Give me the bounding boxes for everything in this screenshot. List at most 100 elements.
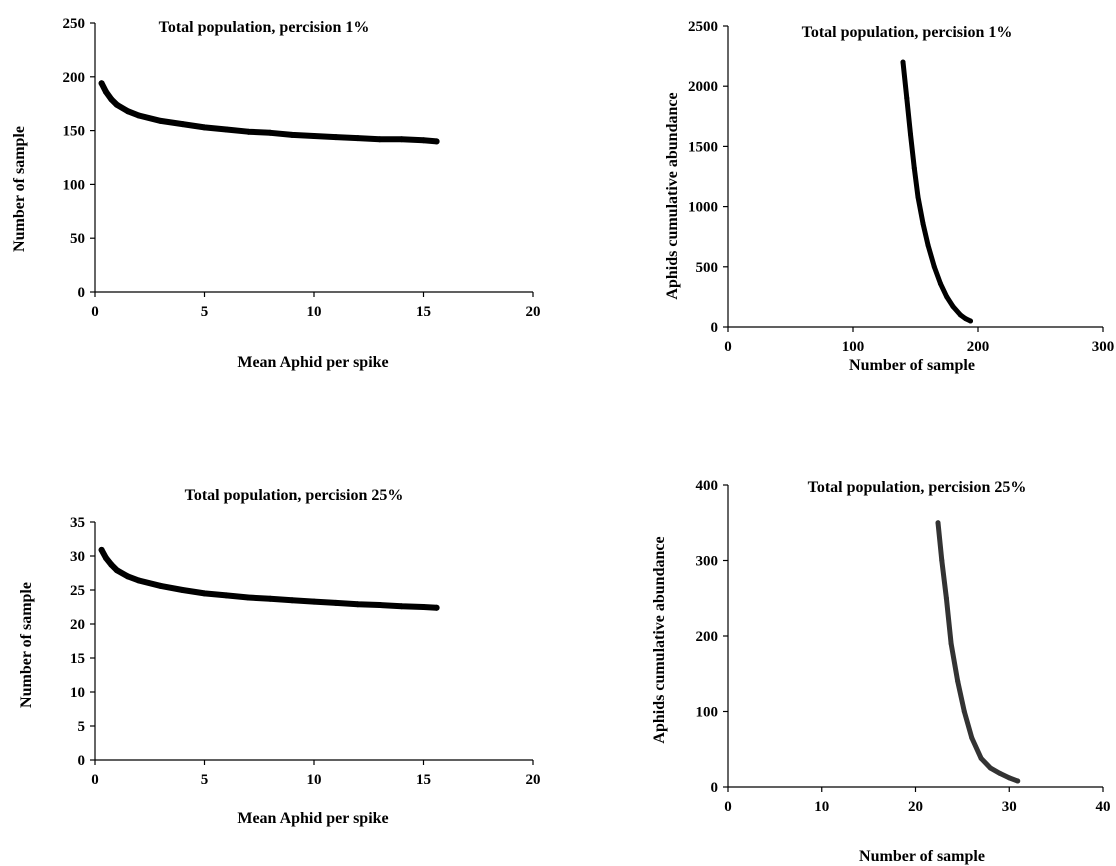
data-point (938, 281, 943, 287)
chart-title: Total population, percision 25% (185, 487, 404, 504)
data-point (108, 561, 115, 568)
data-point (935, 520, 941, 526)
data-point (988, 765, 993, 771)
data-point (124, 573, 131, 580)
data-point (958, 312, 963, 318)
x-tick-label: 0 (724, 799, 732, 815)
y-tick-label: 30 (70, 549, 85, 565)
data-point (289, 131, 296, 138)
data-point (157, 582, 164, 589)
x-tick-label: 0 (724, 339, 732, 355)
data-point (978, 755, 984, 761)
y-tick-label: 200 (696, 629, 719, 645)
x-tick-label: 40 (1096, 799, 1111, 815)
data-point (433, 604, 440, 611)
data-point (420, 137, 427, 144)
x-tick-label: 5 (201, 304, 209, 320)
data-point (931, 264, 937, 270)
data-point (908, 131, 913, 137)
data-point (961, 709, 967, 714)
x-tick-label: 100 (842, 339, 865, 355)
y-tick-label: 0 (78, 285, 86, 301)
x-tick-label: 30 (1002, 799, 1017, 815)
data-point (398, 136, 405, 143)
y-tick-label: 1500 (688, 139, 718, 155)
y-tick-label: 10 (70, 685, 85, 701)
data-point (925, 242, 931, 248)
data-point (997, 770, 1003, 776)
data-point (376, 602, 383, 608)
x-tick-label: 10 (307, 304, 322, 320)
y-tick-label: 5 (78, 719, 86, 735)
series-line (900, 59, 973, 324)
y-tick-label: 2500 (688, 19, 718, 35)
chart-title: Total population, percision 25% (808, 479, 1027, 496)
x-tick-label: 20 (526, 304, 541, 320)
data-point (1006, 775, 1012, 781)
series-line (935, 520, 1021, 784)
y-tick-label: 1000 (688, 200, 718, 216)
y-tick-label: 15 (70, 651, 85, 667)
y-tick-label: 100 (696, 705, 719, 721)
y-tick-label: 50 (70, 231, 85, 247)
data-point (332, 134, 339, 141)
data-point (113, 567, 120, 574)
chart-top-left: Total population, percision 1% Mean Aphi… (11, 16, 541, 371)
y-tick-label: 25 (70, 583, 85, 599)
data-point (135, 112, 142, 119)
data-point (943, 595, 949, 601)
data-point (376, 136, 383, 143)
y-tick-label: 400 (696, 478, 719, 494)
y-tick-label: 0 (711, 320, 719, 336)
x-tick-label: 15 (416, 772, 431, 788)
y-tick-label: 20 (70, 617, 85, 633)
x-tick-label: 10 (307, 772, 322, 788)
y-tick-label: 2000 (688, 79, 718, 95)
data-point (955, 678, 961, 684)
y-tick-label: 100 (63, 177, 86, 193)
data-point (969, 735, 975, 741)
data-point (245, 128, 252, 135)
y-tick-label: 200 (63, 70, 86, 86)
data-point (289, 597, 296, 604)
data-point (157, 117, 164, 124)
x-tick-label: 0 (91, 772, 99, 788)
x-tick-label: 300 (1092, 339, 1115, 355)
x-axis-label: Number of sample (849, 357, 975, 374)
data-point (420, 604, 427, 610)
data-point (398, 603, 405, 610)
chart-bottom-left: Total population, percision 25% Mean Aph… (18, 487, 541, 827)
data-point (135, 577, 142, 584)
data-point (900, 59, 906, 65)
data-point (245, 594, 252, 601)
data-point (103, 555, 109, 561)
x-tick-label: 20 (526, 772, 541, 788)
data-point (904, 95, 910, 101)
data-point (223, 592, 230, 599)
data-point (354, 135, 361, 142)
y-tick-label: 35 (70, 515, 85, 531)
x-tick-label: 0 (91, 304, 99, 320)
data-point (950, 304, 956, 309)
data-point (311, 598, 317, 605)
data-point (267, 129, 274, 136)
x-tick-label: 20 (908, 799, 923, 815)
x-tick-label: 15 (416, 304, 431, 320)
y-tick-label: 500 (696, 260, 719, 276)
data-point (103, 88, 109, 95)
data-point (113, 101, 120, 108)
data-point (98, 546, 105, 553)
x-tick-label: 200 (967, 339, 990, 355)
data-point (911, 165, 917, 171)
x-tick-label: 5 (201, 772, 209, 788)
data-point (179, 121, 186, 128)
data-point (920, 221, 926, 226)
x-axis-label: Number of sample (859, 848, 985, 865)
data-point (108, 96, 115, 103)
data-point (939, 558, 945, 563)
data-point (179, 587, 186, 593)
data-point (915, 194, 921, 200)
y-tick-label: 300 (696, 554, 719, 570)
data-point (124, 108, 131, 115)
